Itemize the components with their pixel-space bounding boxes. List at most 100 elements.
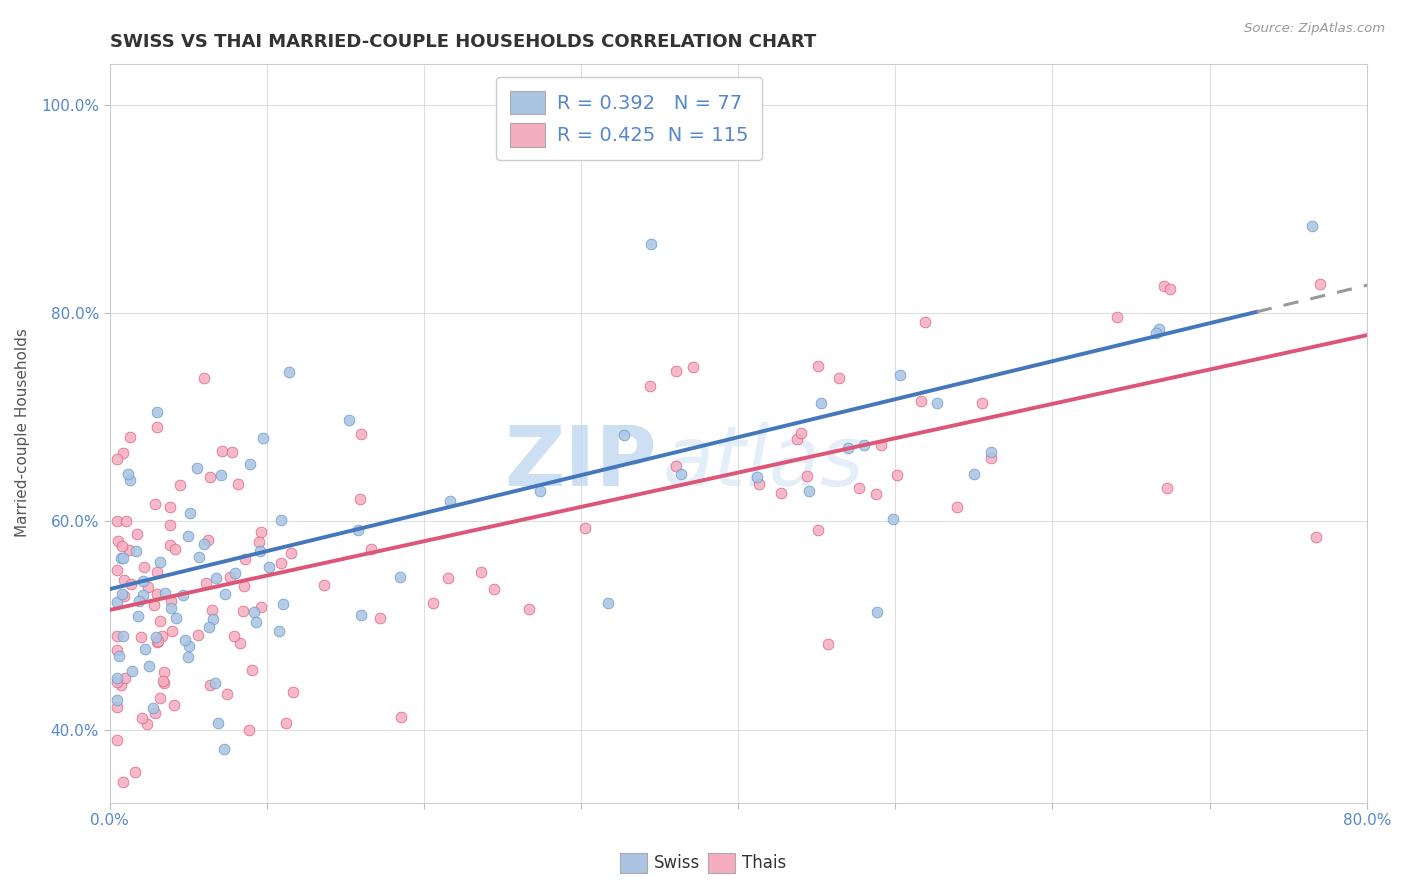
Point <box>114 671 136 685</box>
Point <box>153 676 176 690</box>
Point <box>250 599 273 614</box>
Point <box>215 687 238 701</box>
Point <box>925 396 948 410</box>
Point <box>207 716 229 731</box>
Point <box>889 368 911 383</box>
Point <box>360 542 382 557</box>
Point <box>745 470 768 484</box>
Point <box>848 481 870 495</box>
Point <box>176 649 198 664</box>
Point <box>914 315 936 329</box>
Point <box>797 483 820 498</box>
Point <box>422 596 444 610</box>
Text: ZIP: ZIP <box>503 422 657 503</box>
Point <box>837 441 859 455</box>
Point <box>134 641 156 656</box>
Point <box>105 733 128 747</box>
Point <box>160 594 183 608</box>
Point <box>346 523 368 537</box>
Point <box>127 608 149 623</box>
Point <box>110 586 132 600</box>
Point <box>1147 321 1170 335</box>
Text: atlas: atlas <box>662 422 865 503</box>
Point <box>142 701 165 715</box>
Point <box>198 678 221 692</box>
Point <box>574 521 596 535</box>
Point <box>105 671 128 685</box>
Point <box>105 700 128 714</box>
Point <box>972 396 994 410</box>
Point <box>143 598 166 612</box>
Point <box>111 540 134 554</box>
Point <box>135 717 157 731</box>
Point <box>247 534 270 549</box>
Legend: R = 0.392   N = 77, R = 0.425  N = 115: R = 0.392 N = 77, R = 0.425 N = 115 <box>496 77 762 161</box>
Point <box>107 533 129 548</box>
Point <box>252 431 274 445</box>
Point <box>163 698 186 713</box>
Point <box>882 512 904 526</box>
Point <box>128 594 150 608</box>
Point <box>337 412 360 426</box>
Point <box>389 710 412 724</box>
Point <box>388 570 411 584</box>
Point <box>195 576 218 591</box>
Point <box>770 486 793 500</box>
Point <box>212 742 235 756</box>
Point <box>120 577 142 591</box>
Point <box>159 601 181 615</box>
Legend: Swiss, Thais: Swiss, Thais <box>613 847 793 880</box>
Point <box>669 467 692 481</box>
Point <box>132 560 155 574</box>
Point <box>110 678 132 692</box>
Point <box>228 477 250 491</box>
Point <box>796 468 818 483</box>
Point <box>201 603 224 617</box>
Point <box>152 665 174 679</box>
Point <box>598 597 620 611</box>
Point <box>910 393 932 408</box>
Point <box>436 572 458 586</box>
Point <box>269 624 291 638</box>
Point <box>179 506 201 520</box>
Point <box>105 643 128 657</box>
Point <box>114 514 136 528</box>
Point <box>828 370 851 384</box>
Text: SWISS VS THAI MARRIED-COUPLE HOUSEHOLDS CORRELATION CHART: SWISS VS THAI MARRIED-COUPLE HOUSEHOLDS … <box>110 33 815 51</box>
Point <box>748 477 770 491</box>
Point <box>111 550 134 565</box>
Point <box>529 483 551 498</box>
Point <box>638 379 661 393</box>
Point <box>349 491 371 506</box>
Point <box>202 612 225 626</box>
Point <box>152 674 174 689</box>
Point <box>250 524 273 539</box>
Point <box>146 405 169 419</box>
Point <box>110 551 132 566</box>
Point <box>149 614 172 628</box>
Point <box>112 629 135 643</box>
Point <box>105 693 128 707</box>
Point <box>105 452 128 467</box>
Point <box>238 723 260 738</box>
Point <box>1105 310 1128 325</box>
Point <box>153 586 176 600</box>
Point <box>682 360 704 375</box>
Point <box>239 457 262 471</box>
Point <box>368 611 391 625</box>
Point <box>159 500 181 514</box>
Point <box>312 578 335 592</box>
Point <box>249 544 271 558</box>
Point <box>120 429 142 443</box>
Point <box>173 632 195 647</box>
Point <box>121 665 143 679</box>
Point <box>143 706 166 721</box>
Point <box>209 468 232 483</box>
Point <box>187 628 209 642</box>
Point <box>218 570 240 584</box>
Point <box>165 611 187 625</box>
Point <box>243 605 266 619</box>
Point <box>852 438 875 452</box>
Point <box>233 552 256 566</box>
Point <box>193 371 215 385</box>
